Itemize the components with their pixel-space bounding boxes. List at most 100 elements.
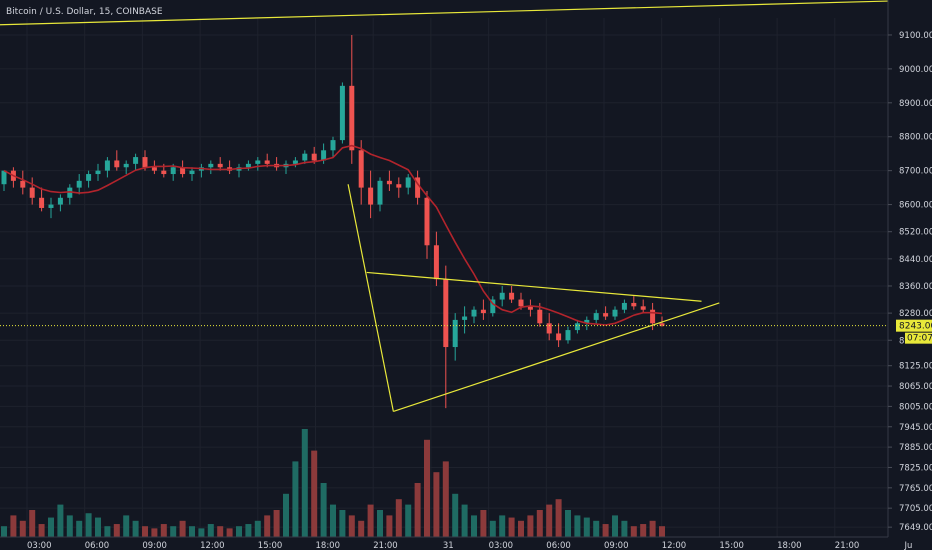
candle-body[interactable] [302, 153, 308, 161]
candlesticks[interactable] [1, 34, 665, 409]
volume-bar [207, 524, 214, 537]
candle-body[interactable] [142, 157, 148, 168]
candle-body[interactable] [339, 85, 345, 141]
candle-body[interactable] [76, 180, 82, 188]
candle-body[interactable] [480, 309, 486, 314]
volume-bar [358, 520, 365, 537]
candle-body[interactable] [527, 306, 533, 310]
candle-body[interactable] [518, 299, 524, 307]
price-tick-label: 8800.00 [899, 133, 932, 143]
candle-body[interactable] [189, 170, 195, 175]
time-tick-label: 18:00 [316, 541, 341, 550]
candle-body[interactable] [574, 323, 580, 331]
price-tick-label: 9100.00 [899, 31, 932, 41]
candle-body[interactable] [593, 313, 599, 320]
candle-body[interactable] [264, 160, 270, 164]
price-tick-label: 8440.00 [899, 255, 932, 265]
volume-bar [217, 526, 224, 537]
volume-bar [602, 524, 609, 537]
candle-body[interactable] [612, 309, 618, 317]
volume-bar [226, 528, 233, 537]
candle-body[interactable] [499, 292, 505, 300]
volume-bar [574, 515, 581, 537]
candle-body[interactable] [208, 163, 214, 168]
candle-body[interactable] [321, 150, 327, 161]
candle-body[interactable] [349, 85, 355, 151]
candle-body[interactable] [217, 163, 223, 168]
candle-body[interactable] [114, 160, 120, 168]
candle-body[interactable] [386, 180, 392, 185]
volume-bar [292, 461, 299, 537]
volume-bar [546, 504, 553, 537]
candle-body[interactable] [39, 197, 45, 208]
candle-body[interactable] [133, 157, 139, 164]
candle-body[interactable] [546, 323, 552, 334]
volume-bars [1, 429, 665, 537]
candle-body[interactable] [621, 302, 627, 310]
candle-body[interactable] [57, 197, 63, 205]
candle-body[interactable] [556, 333, 562, 341]
candle-body[interactable] [1, 170, 7, 185]
candle-body[interactable] [29, 187, 35, 198]
candle-body[interactable] [396, 184, 402, 188]
time-tick-label: 31 [443, 541, 454, 550]
volume-bar [85, 513, 92, 537]
volume-bar [621, 520, 628, 537]
candle-body[interactable] [415, 177, 421, 198]
trendline[interactable] [0, 0, 889, 26]
candle-body[interactable] [20, 180, 26, 188]
volume-bar [142, 526, 148, 537]
volume-bar [151, 528, 158, 537]
candle-body[interactable] [659, 323, 665, 326]
candle-body[interactable] [405, 177, 411, 188]
volume-bar [104, 526, 111, 537]
volume-bar [395, 499, 402, 537]
candle-body[interactable] [123, 163, 129, 168]
candle-body[interactable] [603, 313, 609, 317]
time-axis[interactable]: 03:00 06:00 09:00 12:00 15:00 18:00 21:00 31 03:… [0, 536, 932, 550]
candle-body[interactable] [471, 309, 477, 317]
candle-body[interactable] [292, 160, 298, 164]
candle-body[interactable] [462, 316, 468, 320]
candle-body[interactable] [95, 170, 101, 175]
candle-body[interactable] [255, 160, 261, 164]
time-tick-label: 06:00 [85, 541, 110, 550]
volume-bar [179, 520, 186, 537]
candle-body[interactable] [368, 187, 374, 205]
trendlines[interactable] [0, 0, 889, 413]
candle-body[interactable] [311, 153, 317, 161]
candle-body[interactable] [631, 302, 637, 307]
moving-average-line [3, 144, 663, 326]
price-tick-label: 8360.00 [899, 282, 932, 292]
candle-body[interactable] [650, 309, 656, 324]
candle-body[interactable] [170, 167, 176, 175]
candle-body[interactable] [424, 197, 430, 246]
candle-body[interactable] [151, 167, 157, 171]
candle-body[interactable] [584, 319, 590, 324]
trendline[interactable] [393, 302, 720, 413]
candle-body[interactable] [86, 174, 92, 181]
time-axis-bg [0, 537, 932, 550]
trendline[interactable] [366, 271, 702, 302]
candle-body[interactable] [377, 180, 383, 205]
candle-body[interactable] [245, 163, 251, 168]
candle-body[interactable] [358, 150, 364, 188]
candle-body[interactable] [452, 319, 458, 348]
candle-body[interactable] [509, 292, 515, 300]
candle-body[interactable] [565, 330, 571, 341]
candle-body[interactable] [330, 140, 336, 151]
candle-body[interactable] [67, 187, 73, 198]
candle-body[interactable] [48, 204, 54, 208]
title-group: Bitcoin / U.S. Dollar, 15, COINBASE [6, 7, 163, 17]
candle-body[interactable] [161, 170, 167, 175]
candle-body[interactable] [104, 160, 110, 171]
trendline[interactable] [347, 184, 394, 412]
candle-body[interactable] [433, 245, 439, 280]
candle-body[interactable] [180, 167, 186, 175]
candle-body[interactable] [537, 309, 543, 324]
candle-body[interactable] [640, 306, 646, 310]
price-axis[interactable]: 9100.00 9000.00 8900.00 8800.00 8700.00 8600.… [887, 0, 932, 550]
candle-body[interactable] [443, 279, 449, 348]
candle-body[interactable] [490, 299, 496, 314]
